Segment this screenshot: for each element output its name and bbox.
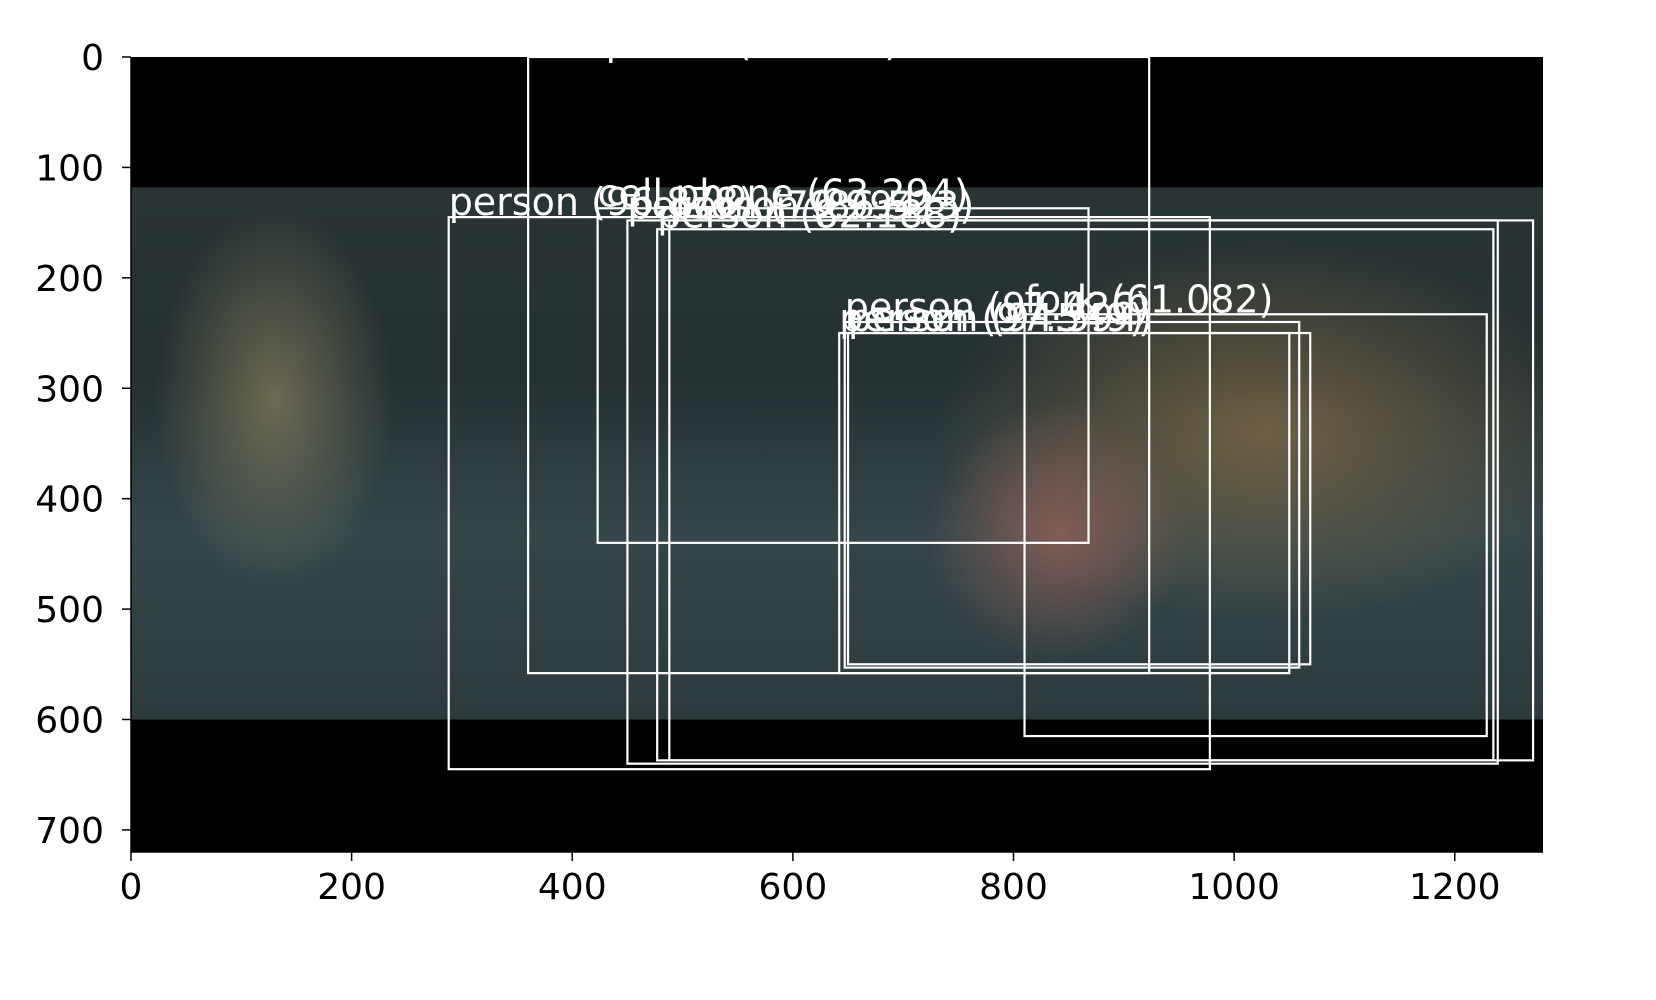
x-tick-label: 1000 <box>1188 867 1280 908</box>
detection-label: person (94.594) <box>848 296 1153 340</box>
y-tick-label: 600 <box>35 701 104 742</box>
detection-label: cell phone (75.731) <box>528 20 899 64</box>
y-tick-label: 400 <box>35 480 104 521</box>
y-tick-label: 200 <box>35 259 104 300</box>
y-tick-label: 700 <box>35 811 104 852</box>
detection-label: person (96.878) <box>449 180 754 224</box>
detection-boxes <box>447 57 1535 771</box>
detection-box <box>596 207 1090 544</box>
detection-box <box>668 219 1535 762</box>
detection-label: person (79.994) <box>627 183 932 227</box>
detection-box <box>843 320 1301 669</box>
background-image <box>131 57 1543 852</box>
y-tick-label: 500 <box>35 590 104 631</box>
detection-label: person (82.188) <box>657 192 962 236</box>
axes: 0 200 400 600 800 1000 1200 0 100 200 300 400 500 60… <box>35 38 1543 908</box>
x-tick-label: 800 <box>979 867 1048 908</box>
x-tick-label: 200 <box>317 867 386 908</box>
blurred-figure <box>154 209 395 590</box>
detection-label: person (97.549) <box>839 296 1144 340</box>
detection-label: person (91.426) <box>845 285 1150 329</box>
y-tick-label: 100 <box>35 148 104 189</box>
detection-box <box>838 331 1291 675</box>
x-tick-label: 400 <box>538 867 607 908</box>
x-tick-label: 1200 <box>1409 867 1501 908</box>
detection-box <box>1023 313 1488 738</box>
detection-box <box>447 216 1211 771</box>
y-tick-label: 0 <box>81 38 104 79</box>
y-axis-ticks: 0 100 200 300 400 500 600 700 <box>35 38 131 852</box>
detection-label: fork (61.082) <box>1025 277 1274 321</box>
y-tick-label: 300 <box>35 369 104 410</box>
detection-label: cell phone (63.294) <box>598 171 969 215</box>
detection-labels: cell phone (75.731) person (96.878)cell p… <box>449 20 1274 340</box>
x-tick-label: 600 <box>759 867 828 908</box>
x-axis-ticks: 0 200 400 600 800 1000 1200 <box>120 852 1501 908</box>
hand-region <box>927 401 1188 662</box>
detection-label: person (86.523) <box>669 183 974 227</box>
x-tick-label: 0 <box>120 867 143 908</box>
